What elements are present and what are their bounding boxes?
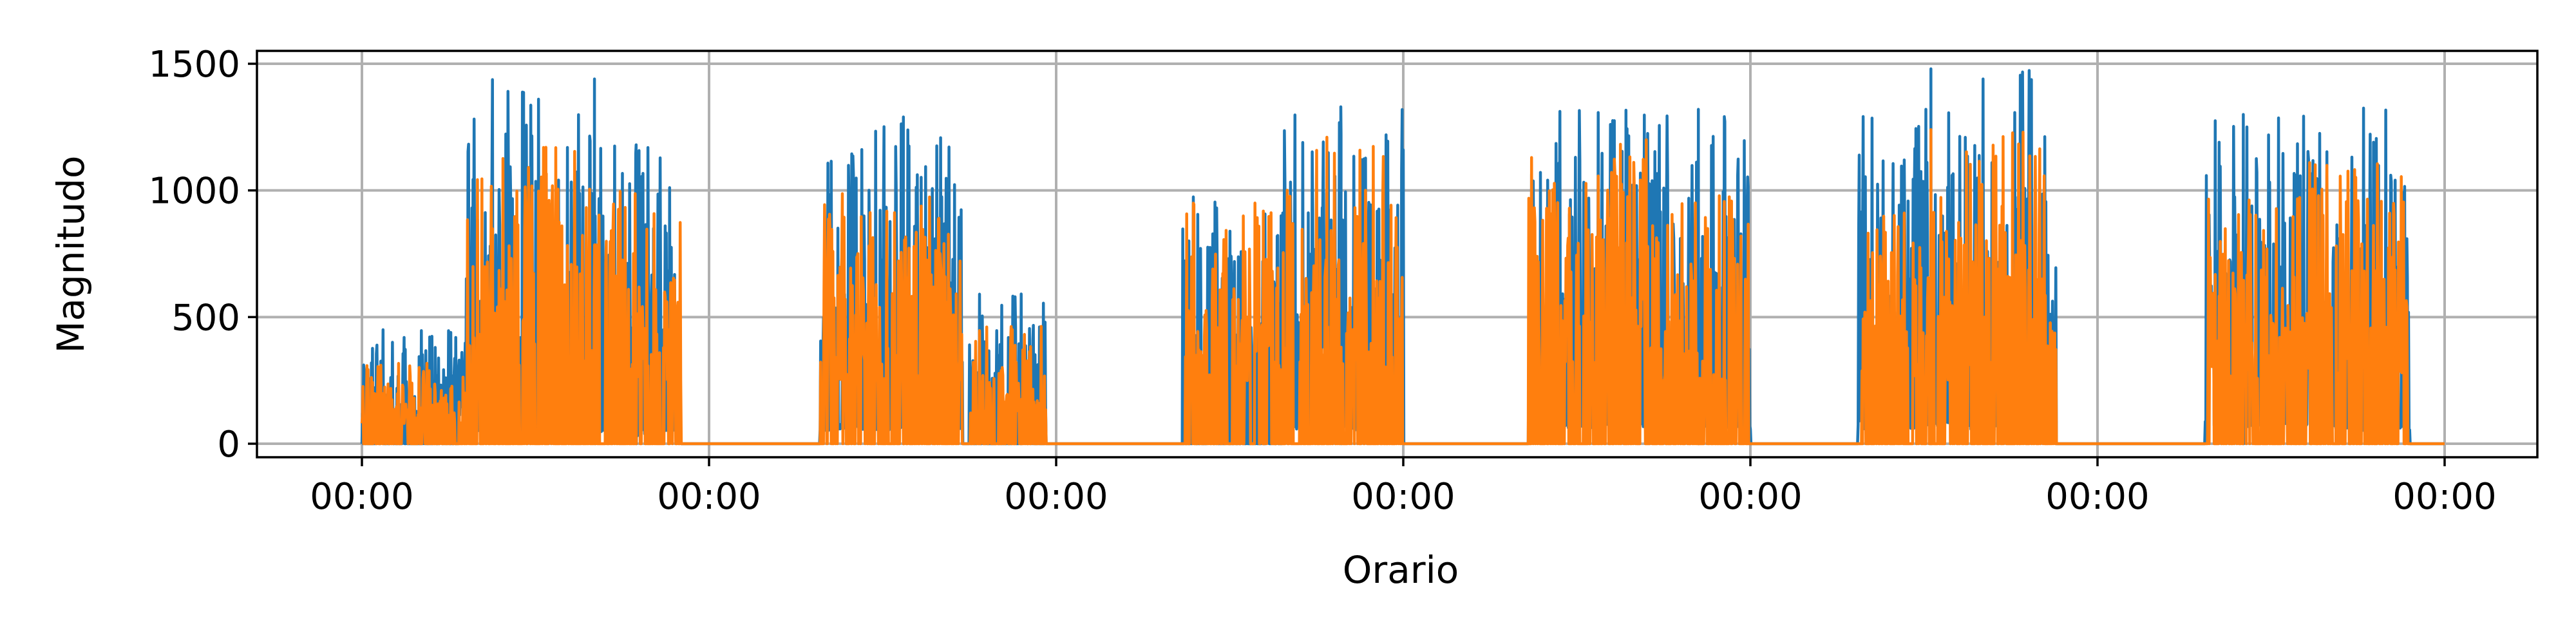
x-tick-label: 00:00 [1004,476,1108,518]
y-axis-label: Magnitudo [49,155,93,353]
series-layer [360,67,2446,446]
y-tick-label: 0 [217,424,240,466]
plot-frame [256,50,2539,459]
x-tick-label: 00:00 [657,476,761,518]
y-axis-ticks: 0 500 1000 1500 [148,44,257,466]
series-line [360,128,2446,446]
x-tick-label: 00:00 [1698,476,1802,518]
x-axis-label: Orario [1343,548,1459,592]
y-tick-label: 1500 [148,44,240,86]
y-tick-label: 1000 [148,171,240,213]
y-tick-label: 500 [171,297,240,339]
x-axis-ticks: 00:00 00:00 00:00 00:00 00:00 00:00 00:00 [310,457,2497,518]
x-tick-label: 00:00 [1351,476,1455,518]
x-tick-label: 00:00 [310,476,413,518]
x-tick-label: 00:00 [2392,476,2496,518]
x-tick-label: 00:00 [2045,476,2149,518]
